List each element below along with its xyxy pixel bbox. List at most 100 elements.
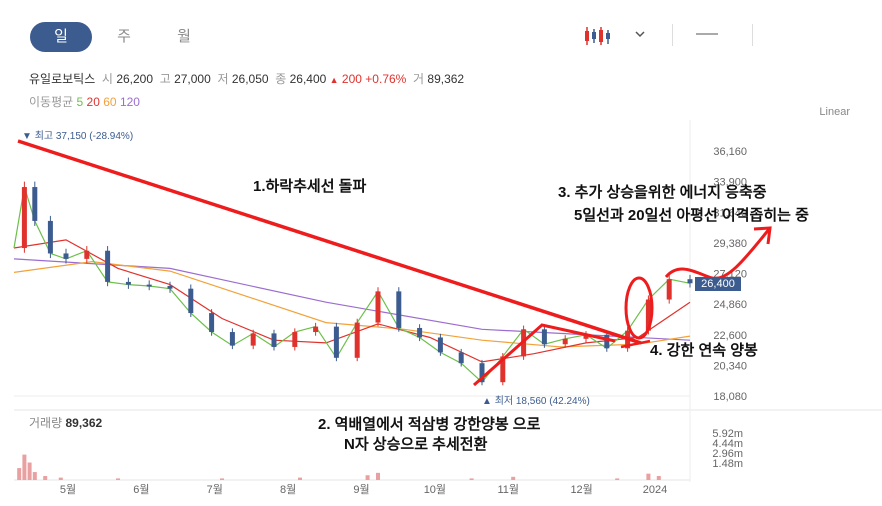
y-tick-label: 31,640: [713, 207, 747, 219]
scale-label[interactable]: Linear: [819, 106, 850, 118]
volume-bar: [376, 472, 380, 480]
current-price-tag: 26,400: [695, 277, 741, 291]
chart-toolbar: 일 주 월: [0, 0, 882, 70]
stock-info-row: 유일로보틱스 시 26,200 고 27,000 저 26,050 종 26,4…: [29, 70, 464, 87]
tab-day[interactable]: 일: [30, 22, 92, 52]
y-tick-label: 18,080: [713, 391, 747, 403]
annotation-1: 1.하락추세선 돌파: [253, 178, 367, 195]
chevron-down-icon[interactable]: [634, 29, 646, 39]
volume-bar: [27, 462, 32, 480]
candle-body: [250, 333, 256, 346]
high-marker: ▼ 최고 37,150 (-28.94%): [22, 127, 133, 142]
candle-body: [125, 281, 131, 285]
volume-panel-value: 89,362: [65, 416, 103, 430]
candle-body: [541, 329, 547, 345]
candle-body: [84, 250, 90, 259]
candle-body: [229, 332, 235, 346]
ma120-line: [13, 258, 691, 341]
candle-body: [354, 322, 360, 358]
high-marker-arrow: ▼: [22, 131, 32, 142]
candle-body: [417, 327, 423, 338]
arrow-head: [753, 226, 772, 245]
volume-bar: [656, 476, 661, 480]
change-pct: +0.76%: [365, 72, 407, 86]
line-tool-icon[interactable]: [696, 31, 718, 37]
close-label: 종: [275, 72, 287, 86]
volume-value: 89,362: [427, 72, 465, 86]
open-label: 시: [101, 72, 113, 86]
high-marker-value: 37,150: [55, 131, 87, 142]
candle-body: [333, 326, 339, 358]
ma-5: 5: [76, 95, 84, 109]
candle-body: [63, 253, 69, 259]
volume-bar: [511, 476, 516, 480]
candle-body: [604, 334, 610, 349]
low-marker-arrow: ▲: [482, 396, 492, 407]
toolbar-divider: [752, 24, 753, 46]
volume-bar: [116, 478, 120, 480]
annotation-3-line1: 3. 추가 상승을위한 에너지 응축중: [558, 184, 767, 201]
candle-body: [562, 338, 568, 345]
candle-body: [375, 291, 381, 323]
volume-bar: [298, 477, 302, 480]
tab-month[interactable]: 월: [177, 28, 191, 45]
annotation-4: 4. 강한 연속 양봉: [650, 342, 758, 359]
x-tick-label: 8월: [280, 483, 296, 496]
x-tick-label: 6월: [133, 483, 149, 496]
candle-body: [687, 279, 693, 284]
tab-week[interactable]: 주: [117, 28, 131, 45]
candle-body: [21, 187, 27, 249]
candle-body: [500, 356, 506, 383]
volume-tick-label: 4.44m: [712, 438, 743, 450]
ma-20: 20: [86, 95, 100, 109]
ma20-line: [13, 239, 691, 363]
x-tick-label: 10월: [424, 483, 446, 496]
volume-bar: [365, 475, 370, 480]
ma-60: 60: [103, 95, 117, 109]
candle-body: [313, 326, 319, 333]
candle-body: [396, 291, 402, 328]
x-tick-label: 9월: [353, 483, 369, 496]
moving-average-legend[interactable]: 이동평균 5 20 60 120: [29, 93, 140, 110]
candle-body: [32, 187, 38, 221]
change-value: 200: [341, 72, 362, 86]
y-tick-label: 22,600: [713, 330, 747, 342]
volume-panel-label: 거래량 89,362: [29, 414, 102, 431]
high-value: 27,000: [174, 72, 211, 86]
annotation-2-line2: N자 상승으로 추세전환: [344, 436, 488, 453]
arrow-to-label-4: [620, 339, 651, 349]
annotation-3-line2: 5일선과 20일선 아평선 이격좁히는 중: [574, 207, 809, 224]
volume-tick-label: 2.96m: [712, 448, 743, 460]
low-label: 저: [217, 72, 229, 86]
x-tick-label: 5월: [60, 483, 76, 496]
candle-body: [271, 333, 277, 347]
high-marker-pct: (-28.94%): [89, 131, 134, 142]
ma60-line: [13, 260, 691, 348]
candlestick-icon[interactable]: [583, 25, 611, 47]
x-tick-label: 11월: [497, 483, 519, 496]
volume-bar: [646, 473, 651, 480]
candle-body: [437, 337, 443, 353]
candle-body: [209, 313, 215, 333]
low-value: 26,050: [231, 72, 269, 86]
high-label: 고: [159, 72, 171, 86]
open-value: 26,200: [116, 72, 154, 86]
volume-bar: [615, 478, 620, 480]
change-arrow: ▲: [329, 75, 339, 85]
y-tick-label: 24,860: [713, 299, 747, 311]
volume-label: 거: [413, 72, 425, 86]
high-marker-label: 최고: [34, 131, 54, 142]
y-tick-label: 33,900: [713, 177, 747, 189]
candle-body: [583, 334, 589, 339]
downtrend-line: [17, 139, 642, 345]
x-tick-label: 7월: [207, 483, 223, 496]
ma-120: 120: [119, 95, 140, 109]
annotation-2-line1: 2. 역배열에서 적삼병 강한양봉 으로: [318, 416, 541, 433]
low-marker-pct: (42.24%): [549, 396, 590, 407]
candle-body: [188, 288, 194, 314]
x-tick-label: 2024: [643, 484, 667, 496]
volume-tick-label: 5.92m: [712, 428, 743, 440]
candle-body: [292, 332, 298, 347]
toolbar-divider: [672, 24, 673, 46]
